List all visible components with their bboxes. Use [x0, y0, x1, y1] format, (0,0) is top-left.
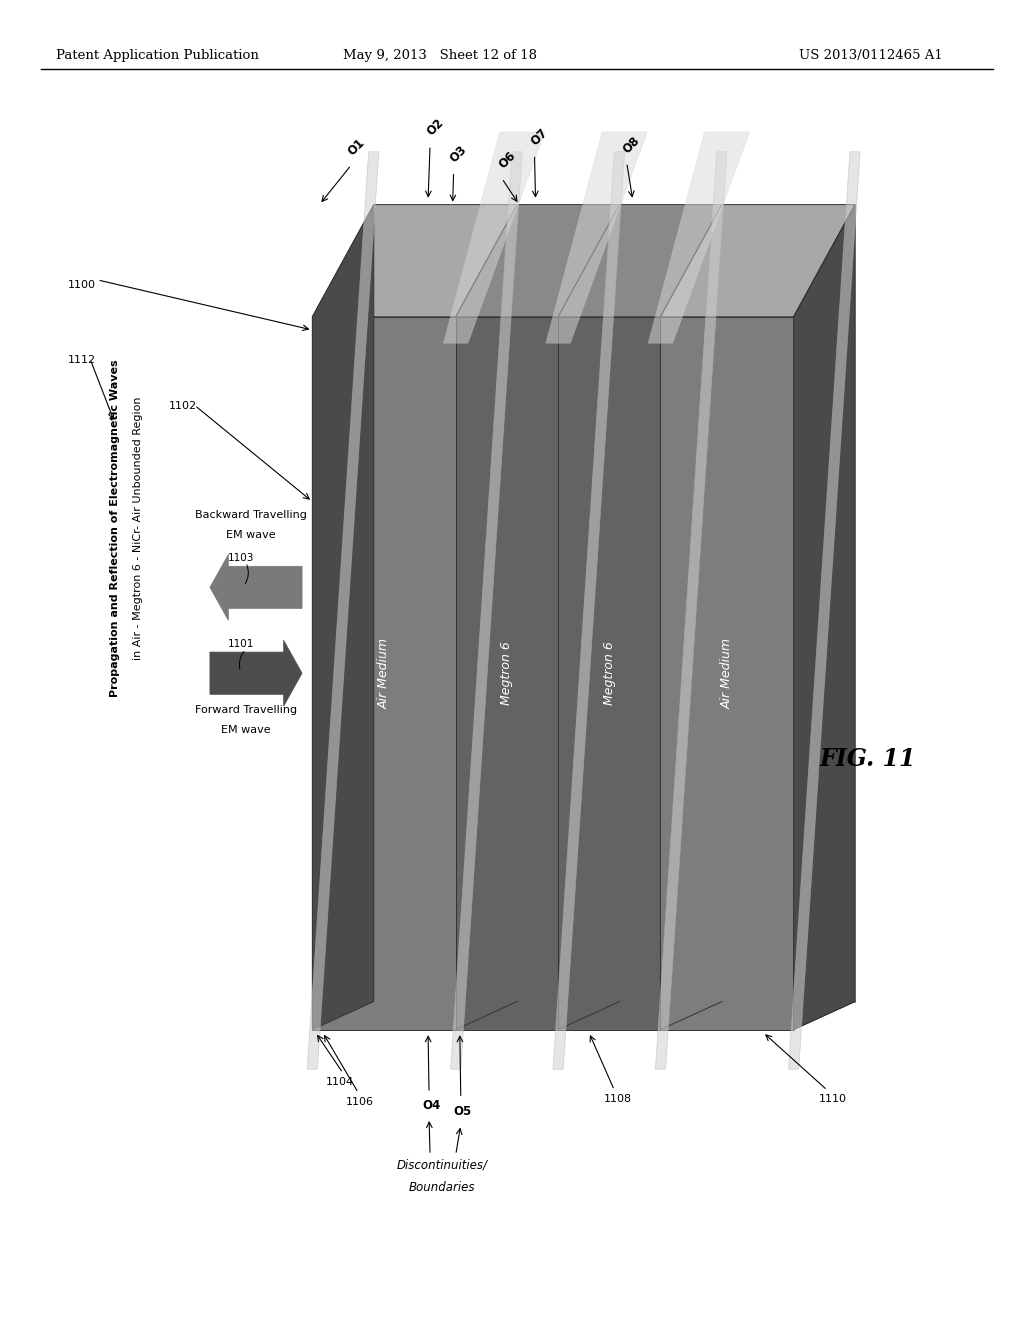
- Text: Air Medium: Air Medium: [721, 638, 733, 709]
- Text: 1108: 1108: [604, 1094, 632, 1105]
- Text: EM wave: EM wave: [226, 529, 275, 540]
- Text: Megtron 6: Megtron 6: [501, 642, 513, 705]
- Text: O5: O5: [454, 1105, 472, 1118]
- Polygon shape: [312, 205, 374, 1030]
- Text: O4: O4: [422, 1098, 440, 1111]
- Text: Air Medium: Air Medium: [378, 638, 390, 709]
- Polygon shape: [456, 205, 620, 317]
- Polygon shape: [660, 317, 794, 1030]
- Text: 1104: 1104: [326, 1077, 353, 1088]
- Polygon shape: [443, 132, 545, 343]
- Text: May 9, 2013   Sheet 12 of 18: May 9, 2013 Sheet 12 of 18: [343, 49, 538, 62]
- Polygon shape: [374, 205, 517, 1002]
- Polygon shape: [451, 152, 522, 1069]
- Polygon shape: [620, 205, 722, 1002]
- Text: 1100: 1100: [68, 280, 95, 290]
- Text: Backward Travelling: Backward Travelling: [195, 510, 307, 520]
- Polygon shape: [660, 205, 855, 317]
- Text: O6: O6: [496, 149, 518, 172]
- Text: Boundaries: Boundaries: [410, 1180, 475, 1193]
- Text: 1102: 1102: [169, 401, 197, 412]
- Polygon shape: [794, 205, 855, 1030]
- Text: Discontinuities/: Discontinuities/: [397, 1158, 487, 1171]
- Text: O8: O8: [621, 133, 643, 156]
- Polygon shape: [558, 205, 722, 317]
- Text: Forward Travelling: Forward Travelling: [195, 705, 297, 715]
- Text: 1103: 1103: [227, 553, 254, 564]
- Polygon shape: [558, 317, 660, 1030]
- Text: 1101: 1101: [227, 639, 254, 649]
- Polygon shape: [307, 152, 379, 1069]
- Polygon shape: [546, 132, 647, 343]
- Text: 1112: 1112: [68, 355, 95, 366]
- Polygon shape: [210, 640, 302, 706]
- Polygon shape: [456, 317, 558, 1030]
- Text: O7: O7: [528, 125, 551, 148]
- Polygon shape: [210, 554, 302, 620]
- Polygon shape: [648, 132, 750, 343]
- Polygon shape: [655, 152, 727, 1069]
- Text: EM wave: EM wave: [221, 725, 270, 735]
- Polygon shape: [517, 205, 620, 1002]
- Text: Patent Application Publication: Patent Application Publication: [56, 49, 259, 62]
- Text: Megtron 6: Megtron 6: [603, 642, 615, 705]
- Text: Propagation and Reflection of Electromagnetic Waves: Propagation and Reflection of Electromag…: [110, 359, 120, 697]
- Text: US 2013/0112465 A1: US 2013/0112465 A1: [799, 49, 942, 62]
- Polygon shape: [788, 152, 860, 1069]
- Polygon shape: [312, 205, 517, 317]
- Polygon shape: [722, 205, 855, 1002]
- Text: O1: O1: [345, 136, 368, 158]
- Polygon shape: [553, 152, 625, 1069]
- Text: 1106: 1106: [346, 1097, 374, 1107]
- Polygon shape: [312, 317, 456, 1030]
- Text: O3: O3: [447, 143, 470, 165]
- Text: in Air - Megtron 6 - NiCr- Air Unbounded Region: in Air - Megtron 6 - NiCr- Air Unbounded…: [133, 396, 143, 660]
- Text: O2: O2: [424, 116, 446, 139]
- Text: FIG. 11: FIG. 11: [819, 747, 915, 771]
- Text: 1110: 1110: [819, 1094, 847, 1105]
